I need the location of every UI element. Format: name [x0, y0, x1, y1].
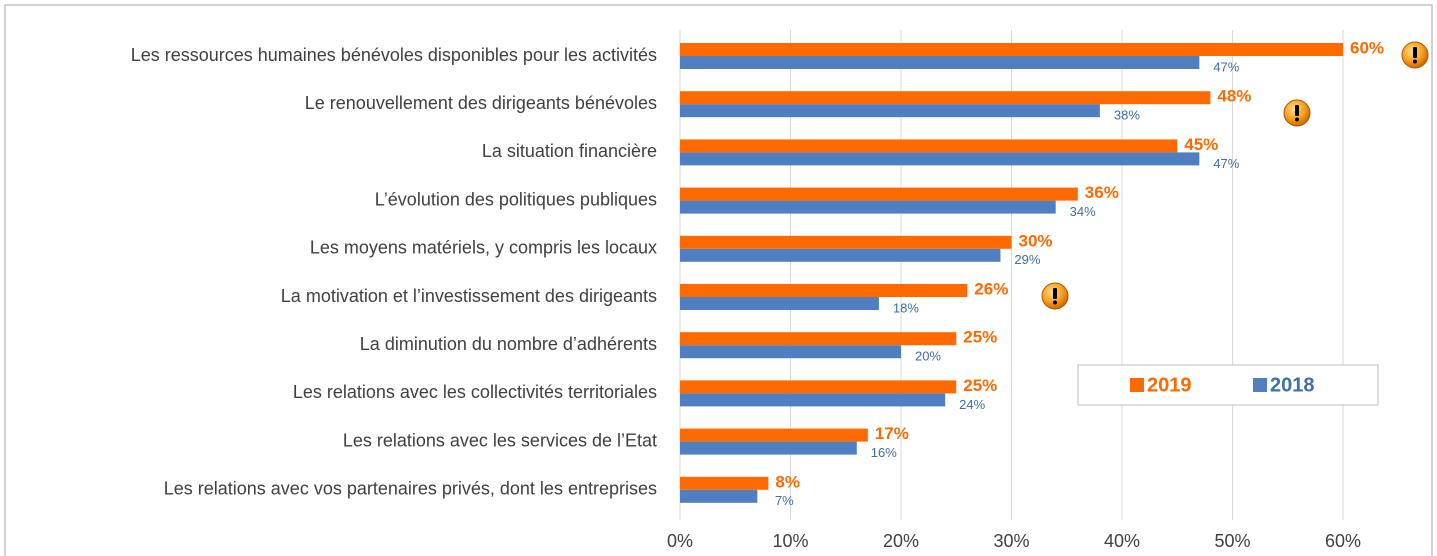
bar: [680, 104, 1100, 118]
category-label: Les relations avec les services de l’Eta…: [343, 430, 657, 450]
data-label: 48%: [1217, 87, 1251, 106]
data-label: 45%: [1184, 135, 1218, 154]
data-label: 34%: [1070, 204, 1096, 219]
category-label: Les relations avec les collectivités ter…: [293, 382, 657, 402]
bar: [680, 380, 957, 394]
x-tick-label: 30%: [993, 531, 1029, 551]
warning-icon: [1041, 282, 1069, 310]
data-label: 26%: [974, 279, 1008, 298]
bar: [680, 139, 1178, 153]
legend-label: 2019: [1147, 374, 1192, 396]
legend-swatch: [1130, 378, 1144, 392]
category-label: L’évolution des politiques publiques: [375, 189, 657, 209]
category-label: La motivation et l’investissement des di…: [281, 286, 657, 306]
bar: [680, 187, 1078, 201]
bar: [680, 345, 901, 359]
data-label: 38%: [1114, 108, 1140, 123]
legend-swatch: [1253, 378, 1267, 392]
x-tick-label: 0%: [667, 531, 693, 551]
data-label: 24%: [959, 397, 985, 412]
bars: 60% 48% 45% 36% 30% 26% 25% 25% 17% 8% 47% 38% 47% 34…: [680, 38, 1384, 508]
bar: [680, 91, 1211, 105]
data-label: 8%: [775, 472, 800, 491]
category-label: Les ressources humaines bénévoles dispon…: [131, 45, 657, 65]
data-label: 7%: [775, 493, 794, 508]
bar: [680, 200, 1056, 214]
legend-label: 2018: [1270, 374, 1315, 396]
bar: [680, 476, 769, 490]
x-tick-label: 40%: [1104, 531, 1140, 551]
data-label: 47%: [1213, 156, 1239, 171]
bar: [680, 428, 868, 442]
data-label: 25%: [963, 328, 997, 347]
data-label: 47%: [1213, 59, 1239, 74]
chart-border: [4, 4, 1433, 556]
bar: [680, 152, 1200, 166]
category-label: Les relations avec vos partenaires privé…: [164, 479, 657, 499]
bar: [680, 284, 968, 297]
category-label: La diminution du nombre d’adhérents: [360, 334, 657, 354]
data-label: 25%: [963, 376, 997, 395]
data-label: 60%: [1350, 38, 1384, 57]
bar: [680, 332, 957, 346]
bar: [680, 248, 1001, 262]
bar: [680, 297, 879, 310]
category-label: La situation financière: [482, 141, 657, 161]
bar: [680, 393, 946, 407]
x-tick-label: 20%: [883, 531, 919, 551]
bar: [680, 56, 1200, 69]
data-label: 17%: [875, 424, 909, 443]
data-label: 36%: [1085, 183, 1119, 202]
x-tick-label: 10%: [772, 531, 808, 551]
data-label: 30%: [1019, 231, 1053, 250]
legend: 2019 2018: [1130, 374, 1315, 396]
bar: [680, 43, 1343, 56]
category-label: Le renouvellement des dirigeants bénévol…: [305, 93, 657, 113]
category-label: Les moyens matériels, y compris les loca…: [310, 238, 657, 258]
legend-box: [1077, 364, 1379, 406]
bar: [680, 489, 758, 503]
data-label: 16%: [871, 445, 897, 460]
warning-icon: [1401, 41, 1429, 69]
data-label: 18%: [893, 300, 919, 315]
x-tick-label: 60%: [1325, 531, 1361, 551]
data-label: 29%: [1014, 252, 1040, 267]
bar: [680, 235, 1012, 249]
x-tick-label: 50%: [1214, 531, 1250, 551]
warning-icon: [1283, 99, 1311, 127]
bar: [680, 441, 857, 455]
data-label: 20%: [915, 349, 941, 364]
